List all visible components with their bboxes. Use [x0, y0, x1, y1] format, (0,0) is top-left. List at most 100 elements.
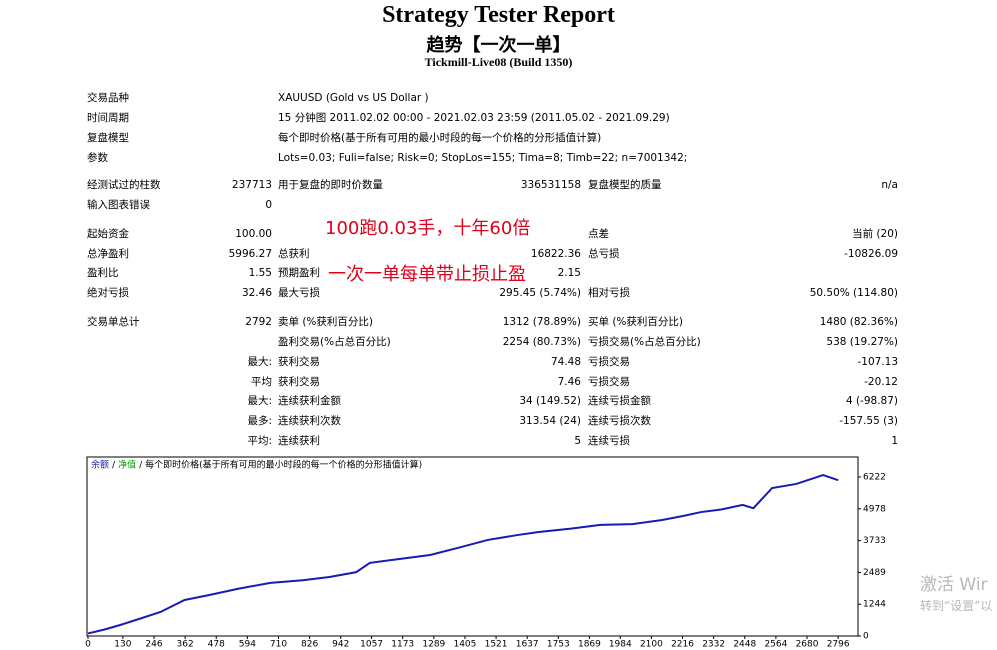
stat-value: 34 (149.52) — [519, 395, 581, 407]
x-tick-label: 362 — [177, 640, 194, 650]
stat-value: 1480 (82.36%) — [819, 316, 898, 328]
plot-frame — [86, 456, 859, 637]
stat-label: 总获利 — [278, 248, 310, 260]
balance-line — [87, 473, 839, 635]
x-tick-label: 1405 — [453, 640, 476, 650]
stat-label: 预期盈利 — [278, 267, 320, 279]
server: Tickmill-Live08 (Build 1350) — [424, 55, 573, 69]
x-tick-label: 130 — [114, 640, 131, 650]
stat-value: 最多: — [247, 415, 272, 427]
stat-label: 亏损交易(%占总百分比) — [588, 336, 701, 348]
stat-label: 卖单 (%获利百分比) — [278, 316, 374, 328]
y-tick-label: 3733 — [863, 536, 886, 546]
y-tick-label: 1244 — [863, 600, 886, 610]
stat-label: 最大亏损 — [278, 287, 320, 299]
report-subtitle: 趋势【一次一单】 — [426, 35, 571, 55]
stat-value: -20.12 — [864, 376, 898, 388]
stat-value: 0 — [265, 199, 272, 211]
stat-label: 盈利交易(%占总百分比) — [278, 336, 391, 348]
x-tick-label: 1289 — [422, 640, 445, 650]
info-value: 15 分钟图 2011.02.02 00:00 - 2021.02.03 23:… — [278, 112, 670, 124]
stat-label: 盈利比 — [87, 267, 119, 279]
stat-value: 平均: — [247, 435, 272, 447]
x-tick-label: 246 — [145, 640, 162, 650]
info-label: 复盘模型 — [87, 132, 129, 144]
stat-label: 获利交易 — [278, 356, 320, 368]
stat-value: 1.55 — [248, 267, 272, 279]
stat-label: 亏损交易 — [588, 356, 630, 368]
x-tick-label: 2216 — [671, 640, 694, 650]
stat-value: 16822.36 — [530, 248, 581, 260]
stat-label: 经测试过的柱数 — [87, 179, 161, 191]
x-tick-label: 942 — [332, 640, 349, 650]
x-tick-label: 2564 — [764, 640, 787, 650]
stat-value: -10826.09 — [844, 248, 898, 260]
stat-label: 点差 — [588, 228, 609, 240]
stat-label: 连续亏损 — [588, 435, 630, 447]
x-tick-label: 478 — [208, 640, 225, 650]
info-label: 参数 — [87, 152, 108, 164]
legend-separator: / — [139, 461, 143, 471]
stat-label: 交易单总计 — [87, 316, 140, 328]
stat-label: 连续亏损次数 — [588, 415, 651, 427]
legend-entry: 余额 — [91, 459, 109, 471]
stat-label: 买单 (%获利百分比) — [588, 316, 684, 328]
stat-value: -157.55 (3) — [839, 415, 898, 427]
info-label: 时间周期 — [87, 112, 129, 124]
y-tick-label: 6222 — [863, 473, 886, 483]
stat-value: 295.45 (5.74%) — [499, 287, 581, 299]
x-tick-label: 1984 — [609, 640, 632, 650]
stat-label: 输入图表错误 — [87, 199, 150, 211]
stat-label: 连续获利 — [278, 435, 320, 447]
stat-value: 平均 — [251, 376, 272, 388]
annotation: 100跑0.03手，十年60倍 — [325, 218, 531, 239]
watermark: 激活 Wir — [920, 575, 988, 595]
stat-label: 获利交易 — [278, 376, 320, 388]
stat-value: n/a — [881, 179, 898, 191]
x-tick-label: 2680 — [796, 640, 819, 650]
stat-value: 2.15 — [557, 267, 581, 279]
stat-value: 1 — [891, 435, 898, 447]
info-value: Lots=0.03; Fuli=false; Risk=0; StopLos=1… — [278, 152, 688, 164]
x-tick-label: 2796 — [827, 640, 850, 650]
stat-value: 最大: — [247, 395, 272, 407]
stat-label: 总净盈利 — [87, 248, 129, 260]
stat-label: 连续获利次数 — [278, 415, 341, 427]
stat-label: 连续获利金额 — [278, 395, 341, 407]
stat-value: 74.48 — [550, 356, 581, 368]
x-tick-label: 1521 — [485, 640, 508, 650]
stat-value: 313.54 (24) — [519, 415, 581, 427]
stat-value: 最大: — [247, 356, 272, 368]
stat-value: 1312 (78.89%) — [502, 316, 581, 328]
stat-value: 100.00 — [235, 228, 272, 240]
y-tick-label: 2489 — [863, 568, 886, 578]
x-tick-label: 826 — [301, 640, 318, 650]
info-label: 交易品种 — [87, 92, 129, 104]
x-tick-label: 0 — [85, 640, 91, 650]
report-title: Strategy Tester Report — [382, 2, 615, 28]
stat-value: 4 (-98.87) — [845, 395, 898, 407]
x-tick-label: 2448 — [733, 640, 756, 650]
stat-label: 连续亏损金额 — [588, 395, 651, 407]
x-tick-label: 1057 — [360, 640, 383, 650]
x-tick-label: 594 — [239, 640, 256, 650]
stat-value: 当前 (20) — [852, 228, 898, 240]
x-tick-label: 2100 — [640, 640, 663, 650]
stat-label: 相对亏损 — [588, 287, 630, 299]
stat-value: 2792 — [245, 316, 272, 328]
stat-label: 用于复盘的即时价数量 — [278, 179, 383, 191]
stat-value: 2254 (80.73%) — [502, 336, 581, 348]
stat-value: 32.46 — [241, 287, 272, 299]
stat-label: 总亏损 — [588, 248, 620, 260]
x-tick-label: 710 — [270, 640, 287, 650]
annotation: 一次一单每单带止损止盈 — [328, 264, 526, 285]
stat-value: 538 (19.27%) — [826, 336, 898, 348]
watermark: 转到“设置”以 — [920, 599, 993, 613]
legend-entry: 净值 — [118, 459, 136, 471]
x-tick-label: 1173 — [391, 640, 414, 650]
y-tick-label: 4978 — [863, 504, 886, 514]
x-tick-label: 2332 — [702, 640, 725, 650]
x-tick-label: 1637 — [516, 640, 539, 650]
